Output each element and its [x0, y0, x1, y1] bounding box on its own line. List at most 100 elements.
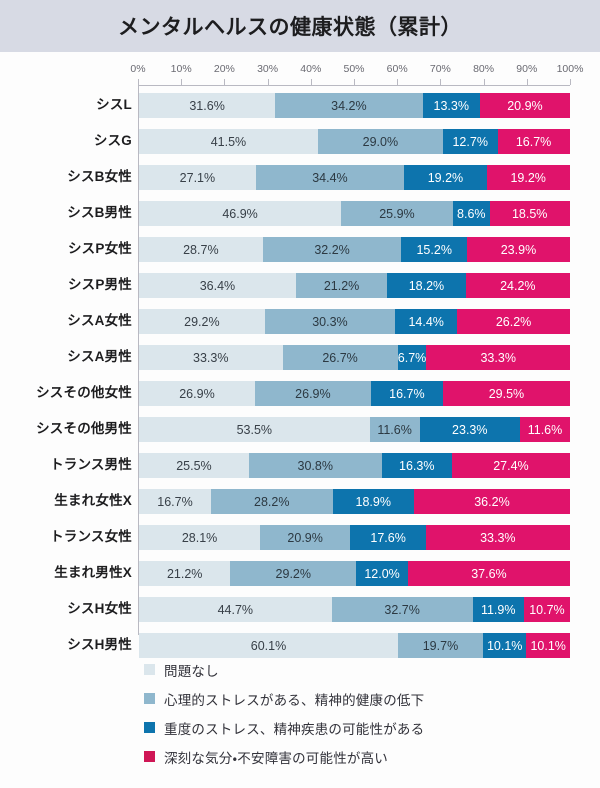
stacked-bar: 16.7% 28.2% 18.9% 36.2% [139, 489, 570, 514]
bar-segment: 19.2% [404, 165, 487, 190]
bar-value-label: 25.9% [379, 206, 415, 221]
x-axis-tick [354, 79, 355, 85]
bar-segment: 44.7% [139, 597, 332, 622]
category-label: シスP男性 [67, 277, 132, 292]
bar-segment: 16.7% [139, 489, 211, 514]
legend-item[interactable]: 深刻な気分・不安障害の可能性が高い [144, 742, 584, 771]
legend-item[interactable]: 問題なし [144, 655, 584, 684]
bar-segment: 41.5% [139, 129, 318, 154]
bar-segment: 25.9% [341, 201, 453, 226]
category-label: トランス女性 [50, 529, 132, 544]
bar-segment: 33.3% [426, 345, 570, 370]
bar-segment: 10.7% [523, 597, 570, 622]
bar-value-label: 26.9% [295, 386, 331, 401]
x-axis-tick [397, 79, 399, 85]
bar-segment: 28.1% [139, 525, 261, 550]
bar-value-label: 34.4% [312, 170, 348, 185]
stacked-bar: 28.1% 20.9% 17.6% 33.3% [139, 525, 570, 550]
x-axis-tick [181, 79, 183, 85]
chart-row: シスB男性 46.9% 25.9% 8.6% 18.5% [0, 198, 600, 234]
bar-value-label: 10.1% [530, 638, 566, 653]
bar-segment: 28.2% [210, 489, 333, 514]
bar-value-label: 19.7% [422, 638, 459, 653]
bar-value-label: 11.6% [377, 422, 412, 437]
bar-value-label: 18.9% [355, 494, 391, 509]
bar-segment: 26.9% [139, 381, 255, 406]
category-label: シスP女性 [67, 241, 132, 256]
bar-value-label: 28.2% [254, 494, 290, 509]
bar-segment: 19.7% [398, 633, 483, 658]
bar-value-label: 13.3% [433, 98, 469, 113]
bar-value-label: 28.7% [183, 242, 219, 257]
bar-value-label: 34.2% [331, 98, 367, 113]
bar-segment: 29.2% [139, 309, 265, 334]
legend-label: 問題なし [164, 663, 219, 679]
chart-row: トランス男性 25.5% 30.8% 16.3% 27.4% [0, 450, 600, 486]
bar-segment: 26.9% [254, 381, 371, 406]
bar-value-label: 30.8% [297, 458, 333, 473]
chart-row: シスA女性 29.2% 30.3% 14.4% 26.2% [0, 306, 600, 342]
bar-value-label: 30.3% [312, 314, 348, 329]
bar-value-label: 19.2% [427, 170, 464, 185]
stacked-bar: 36.4% 21.2% 18.2% 24.2% [139, 273, 570, 298]
chart-row: シスL 31.6% 34.2% 13.3% 20.9% [0, 90, 600, 126]
bar-segment: 27.1% [139, 165, 256, 190]
stacked-bar: 44.7% 32.7% 11.9% 10.7% [139, 597, 570, 622]
bar-segment: 53.5% [139, 417, 370, 442]
category-label: 生まれ男性X [54, 565, 132, 580]
bar-segment: 60.1% [139, 633, 399, 658]
bar-value-label: 10.1% [486, 638, 523, 653]
legend-swatch-icon [144, 722, 155, 733]
stacked-bar: 41.5% 29.0% 12.7% 16.7% [139, 129, 570, 154]
bar-value-label: 46.9% [222, 206, 258, 221]
x-axis-tick [224, 79, 226, 85]
bar-value-label: 20.9% [507, 98, 543, 113]
bar-value-label: 12.7% [452, 134, 488, 149]
chart-row: シスその他女性 26.9% 26.9% 16.7% 29.5% [0, 378, 600, 414]
bar-segment: 19.2% [486, 165, 570, 190]
legend-swatch-icon [144, 693, 155, 704]
bar-value-label: 36.2% [474, 494, 510, 509]
category-label: シスA女性 [67, 313, 132, 328]
x-axis-tick-label: 100% [556, 63, 584, 75]
bar-segment: 36.2% [413, 489, 570, 514]
stacked-bar: 28.7% 32.2% 15.2% 23.9% [139, 237, 570, 262]
x-axis-tick [440, 79, 442, 85]
x-axis-tick-labels: 0% 10% 20% 30% 40% 50% 60% 70% 80% 90% 100% [130, 63, 583, 77]
bar-value-label: 23.3% [452, 422, 488, 437]
bar-segment: 18.9% [332, 489, 414, 514]
bar-value-label: 44.7% [217, 602, 254, 617]
bar-segment: 23.9% [466, 237, 570, 262]
category-label: シスA男性 [67, 349, 132, 364]
bar-value-label: 29.2% [275, 566, 311, 581]
bar-value-label: 6.7% [397, 350, 427, 365]
bar-value-label: 18.5% [511, 206, 548, 221]
bar-segment: 26.2% [457, 309, 570, 334]
stacked-bar: 25.5% 30.8% 16.3% 27.4% [139, 453, 570, 478]
bar-value-label: 16.7% [515, 134, 552, 149]
bar-segment: 16.7% [370, 381, 443, 406]
chart-row: シスその他男性 53.5% 11.6% 23.3% 11.6% [0, 414, 600, 450]
x-axis-line [138, 85, 570, 86]
bar-segment: 14.4% [395, 309, 458, 334]
bar-value-label: 17.6% [370, 530, 406, 545]
page-title: メンタルヘルスの健康状態（累計） [118, 16, 462, 39]
bar-segment: 21.2% [295, 273, 388, 298]
stacked-bar: 53.5% 11.6% 23.3% 11.6% [139, 417, 570, 442]
bar-value-label: 41.5% [210, 134, 247, 149]
x-axis-tick [570, 79, 571, 85]
legend-item[interactable]: 心理的ストレスがある、精神的健康の低下 [144, 684, 584, 713]
legend-item[interactable]: 重度のストレス、精神疾患の可能性がある [144, 713, 584, 742]
bar-value-label: 33.3% [480, 350, 516, 365]
bar-value-label: 15.2% [416, 242, 452, 257]
bar-segment: 25.5% [139, 453, 249, 478]
legend-label: 重度のストレス、精神疾患の可能性がある [164, 721, 425, 737]
x-axis-tick-label: 10% [170, 63, 192, 75]
bar-segment: 24.2% [465, 273, 570, 298]
bar-segment: 21.2% [139, 561, 231, 586]
bar-value-label: 18.2% [408, 278, 445, 293]
stacked-bar: 21.2% 29.2% 12.0% 37.6% [139, 561, 570, 586]
chart-row: シスH女性 44.7% 32.7% 11.9% 10.7% [0, 594, 600, 630]
category-label: シスH男性 [67, 637, 132, 652]
